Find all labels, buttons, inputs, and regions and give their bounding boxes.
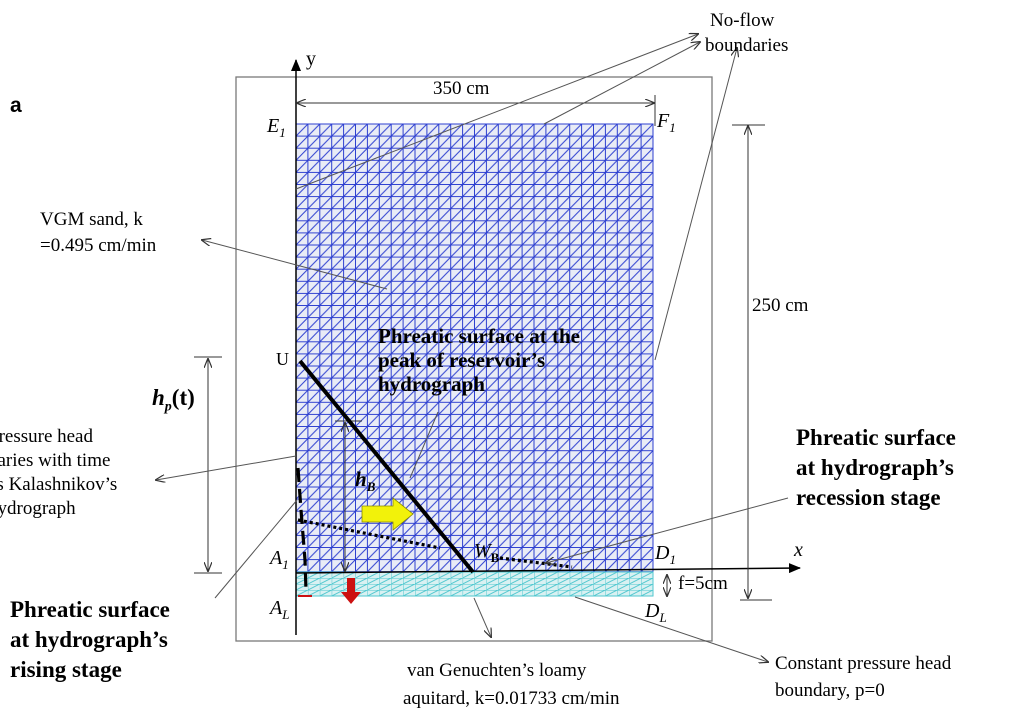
leader-constant-head	[574, 596, 768, 662]
hp-label: hp(t)	[152, 385, 195, 415]
leader-no-flow-1	[295, 34, 698, 190]
phreatic-peak-label: Phreatic surface at the peak of reservoi…	[378, 324, 580, 396]
leader-aquitard	[473, 597, 491, 637]
x-axis	[295, 563, 801, 574]
width-dimension-label: 350 cm	[433, 78, 490, 99]
leader-rising	[214, 499, 298, 599]
panel-label: a	[10, 94, 22, 117]
hb-label: hB	[355, 467, 376, 495]
pressure-head-label: Pressure head varies with time as Kalash…	[0, 426, 118, 519]
phreatic-recession-label: Phreatic surface at hydrograph’s recessi…	[796, 425, 956, 510]
corner-f1-label: F1	[657, 110, 676, 135]
outer-frame	[235, 76, 713, 642]
point-u-label: U	[276, 349, 289, 369]
corner-e1-label: E1	[267, 115, 286, 140]
leader-no-flow-3	[654, 48, 737, 361]
corner-a1-label: A1	[270, 547, 289, 572]
leader-vgm-sand	[202, 240, 388, 290]
point-wb-label: WB	[474, 540, 500, 565]
red-drain-arrow	[341, 578, 361, 604]
aquitard-label: van Genuchten’s loamy aquitard, k=0.0173…	[403, 660, 620, 709]
phreatic-rising-label: Phreatic surface at hydrograph’s rising …	[10, 597, 170, 682]
phreatic-surface-peak	[298, 359, 475, 574]
leader-peak	[409, 411, 439, 479]
leader-recession	[546, 497, 789, 563]
corner-d1-label: D1	[655, 542, 676, 567]
phreatic-surface-recession	[297, 518, 573, 569]
leader-no-flow-2	[543, 42, 700, 125]
phreatic-surface-rising	[296, 467, 308, 591]
x-axis-label: x	[794, 539, 803, 561]
height-dimension-label: 250 cm	[752, 295, 809, 316]
corner-dl-label: DL	[645, 600, 667, 625]
vgm-sand-label: VGM sand, k =0.495 cm/min	[40, 209, 157, 256]
y-axis-label: y	[306, 48, 316, 70]
constant-head-label: Constant pressure head boundary, p=0	[775, 653, 952, 701]
no-flow-label: No-flow boundaries	[705, 10, 789, 56]
aquitard-dimension-label: f=5cm	[678, 573, 728, 594]
yellow-flow-arrow	[361, 497, 414, 531]
leader-pressure-head	[156, 455, 297, 480]
corner-al-label: AL	[270, 597, 290, 622]
sand-mesh	[295, 123, 654, 574]
